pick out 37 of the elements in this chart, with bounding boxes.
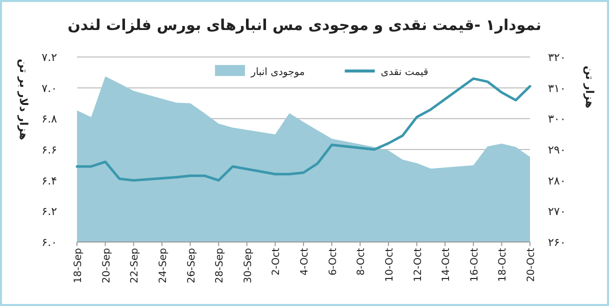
y2-tick-label: ۳۲۰: [548, 51, 566, 64]
y2-tick-label: ۲۹۰: [548, 144, 566, 156]
y2-tick-label: ۲۶۰: [548, 236, 566, 249]
x-tick-label: 12-Oct: [412, 248, 424, 282]
y-tick-label: ۶.۰: [42, 236, 57, 249]
y2-tick-label: ۳۱۰: [548, 82, 566, 95]
y2-tick-label: ۲۷۰: [548, 205, 566, 218]
y2-tick-label: ۲۸۰: [548, 174, 566, 188]
x-tick-label: 18-Oct: [498, 248, 509, 282]
legend-label: قیمت نقدی: [380, 67, 429, 78]
x-tick-label: 20-Oct: [526, 248, 537, 282]
x-tick-label: 18-Sep: [73, 248, 84, 284]
x-tick-label: 30-Sep: [242, 248, 254, 284]
x-tick-label: 8-Oct: [356, 248, 368, 276]
y-tick-label: ۶.۲: [42, 205, 58, 218]
legend-label: موجودی انبار: [250, 67, 305, 78]
y-tick-label: ۶.۶: [42, 144, 57, 156]
y2-axis-title: هزار تن: [583, 66, 596, 108]
x-tick-label: 4-Oct: [300, 248, 310, 276]
chart-title: نمودار۱ -قیمت نقدی و موجودی مس انبارهای بورس فلزات لندن: [68, 16, 542, 34]
x-tick-label: 10-Oct: [384, 248, 396, 282]
x-tick-label: 14-Oct: [441, 248, 452, 282]
x-tick-label: 22-Sep: [130, 248, 141, 284]
x-tick-label: 16-Oct: [469, 248, 480, 282]
y-tick-label: ۷.۲: [42, 51, 58, 64]
y-axis-title: هزار دلار بر تن: [17, 58, 30, 140]
line-series: [76, 77, 532, 182]
x-tick-label: 20-Sep: [101, 248, 112, 284]
y2-tick-label: ۳۰۰: [548, 112, 566, 126]
x-tick-label: 2-Oct: [271, 248, 282, 276]
y-tick-label: ۶.۸: [42, 112, 58, 126]
y-tick-label: ۷.۰: [42, 82, 57, 95]
x-tick-label: 28-Sep: [214, 248, 226, 284]
x-tick-label: 26-Sep: [186, 248, 198, 284]
x-tick-label: 24-Sep: [158, 248, 169, 284]
y-tick-label: ۶.۴: [42, 174, 58, 188]
x-tick-label: 6-Oct: [328, 248, 339, 276]
